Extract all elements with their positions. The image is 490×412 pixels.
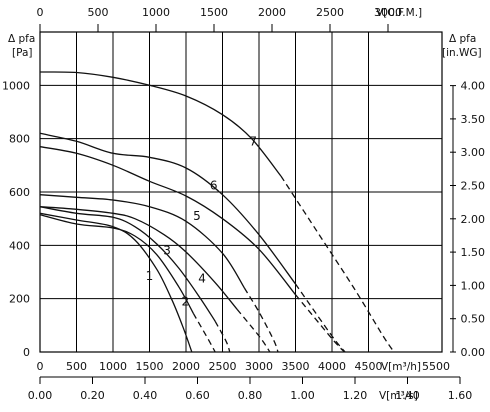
bottom-tick-label: 3000 bbox=[245, 360, 273, 373]
right-tick-label: 2.50 bbox=[461, 180, 486, 193]
bottom-tick-label: 1500 bbox=[136, 360, 164, 373]
fan-curve-2 bbox=[39, 214, 194, 314]
bottom2-tick-label: 0.20 bbox=[80, 389, 105, 402]
right-axis-label-top: Δ pfa bbox=[449, 33, 476, 45]
bottom2-tick-label: 0.00 bbox=[28, 389, 53, 402]
right-tick-label: 0.50 bbox=[461, 313, 486, 326]
bottom-tick-label: 4500 bbox=[355, 360, 383, 373]
right-tick-label: 3.50 bbox=[461, 113, 486, 126]
fan-curve-6b bbox=[39, 132, 297, 285]
bottom2-tick-label: 0.60 bbox=[185, 389, 210, 402]
bottom2-tick-label: 1.40 bbox=[395, 389, 420, 402]
fan-curve-1 bbox=[39, 212, 193, 353]
fan-curve-4-extension bbox=[236, 308, 271, 353]
top-tick-label: 0 bbox=[37, 6, 44, 19]
right-tick-label: 2.00 bbox=[461, 213, 486, 226]
fan-curve-6-extension bbox=[295, 294, 345, 353]
bottom2-tick-label: 0.80 bbox=[238, 389, 263, 402]
bottom-tick-label: 0 bbox=[37, 360, 44, 373]
left-tick-label: 0 bbox=[23, 346, 30, 359]
left-axis-unit: [Pa] bbox=[12, 47, 33, 59]
bottom2-tick-label: 1.60 bbox=[448, 389, 473, 402]
top-tick-label: 2000 bbox=[258, 6, 286, 19]
curves bbox=[39, 71, 395, 353]
bottom-tick-label: 3500 bbox=[282, 360, 310, 373]
right-tick-label: 1.50 bbox=[461, 246, 486, 259]
fan-curve-5 bbox=[39, 194, 245, 289]
left-tick-label: 200 bbox=[9, 293, 30, 306]
right-tick-label: 4.00 bbox=[461, 80, 486, 93]
curve-label-2: 2 bbox=[181, 294, 189, 308]
left-axis-label-top: Δ pfa bbox=[8, 33, 35, 45]
bottom-tick-label: 5500 bbox=[422, 360, 450, 373]
bottom-tick-label: 4000 bbox=[318, 360, 346, 373]
curve-label-7: 7 bbox=[249, 134, 257, 148]
fan-curve-7 bbox=[39, 71, 282, 177]
fan-curve-4 bbox=[39, 206, 238, 310]
curve-labels: 1 2 3 4 5 6 7 bbox=[146, 134, 257, 308]
bottom-tick-label: 2000 bbox=[172, 360, 200, 373]
bottom2-axis-label: V[m³/s] bbox=[379, 390, 418, 402]
bottom-axis-label: V[m³/h] bbox=[381, 361, 421, 373]
fan-curve-5-extension bbox=[243, 287, 279, 353]
bottom2-tick-label: 1.00 bbox=[290, 389, 315, 402]
bottom-tick-label: 1000 bbox=[99, 360, 127, 373]
left-tick-label: 1000 bbox=[2, 79, 30, 92]
right-tick-label: 3.00 bbox=[461, 146, 486, 159]
right-axis-unit: [in.WG] bbox=[442, 47, 482, 59]
fan-curve-7-extension bbox=[280, 175, 395, 353]
fan-curve-6b-extension bbox=[294, 283, 346, 353]
right-tick-label: 0.00 bbox=[461, 346, 486, 359]
tick-labels: 0 500 1000 1500 2000 2500 3000 3500 4000 4500 5500… bbox=[2, 6, 485, 402]
right-tick-label: 1.00 bbox=[461, 279, 486, 292]
top-tick-label: 1500 bbox=[200, 6, 228, 19]
left-tick-label: 600 bbox=[9, 186, 30, 199]
curve-label-5: 5 bbox=[193, 209, 201, 223]
bottom2-tick-label: 0.40 bbox=[133, 389, 158, 402]
bottom-tick-label: 500 bbox=[66, 360, 87, 373]
plot-frame bbox=[39, 31, 443, 353]
top-tick-label: 1000 bbox=[142, 6, 170, 19]
fan-curve-6 bbox=[39, 146, 297, 296]
curve-label-1: 1 bbox=[146, 269, 154, 283]
grid bbox=[40, 32, 442, 352]
top-tick-label: 500 bbox=[88, 6, 109, 19]
top-tick-label: 2500 bbox=[316, 6, 344, 19]
fan-curve-3 bbox=[39, 206, 216, 322]
top-tick-label: 3000 bbox=[374, 6, 402, 19]
curve-label-4: 4 bbox=[198, 272, 206, 286]
fan-curve-3-extension bbox=[214, 320, 231, 353]
left-tick-label: 400 bbox=[9, 239, 30, 252]
bottom-tick-label: 2500 bbox=[209, 360, 237, 373]
curve-label-3: 3 bbox=[163, 244, 171, 258]
left-tick-label: 800 bbox=[9, 133, 30, 146]
fan-curve-2-extension bbox=[192, 312, 216, 353]
top-axis-label: V[C.F.M.] bbox=[376, 7, 422, 19]
curve-label-6: 6 bbox=[210, 178, 218, 192]
bottom2-tick-label: 1.20 bbox=[343, 389, 368, 402]
